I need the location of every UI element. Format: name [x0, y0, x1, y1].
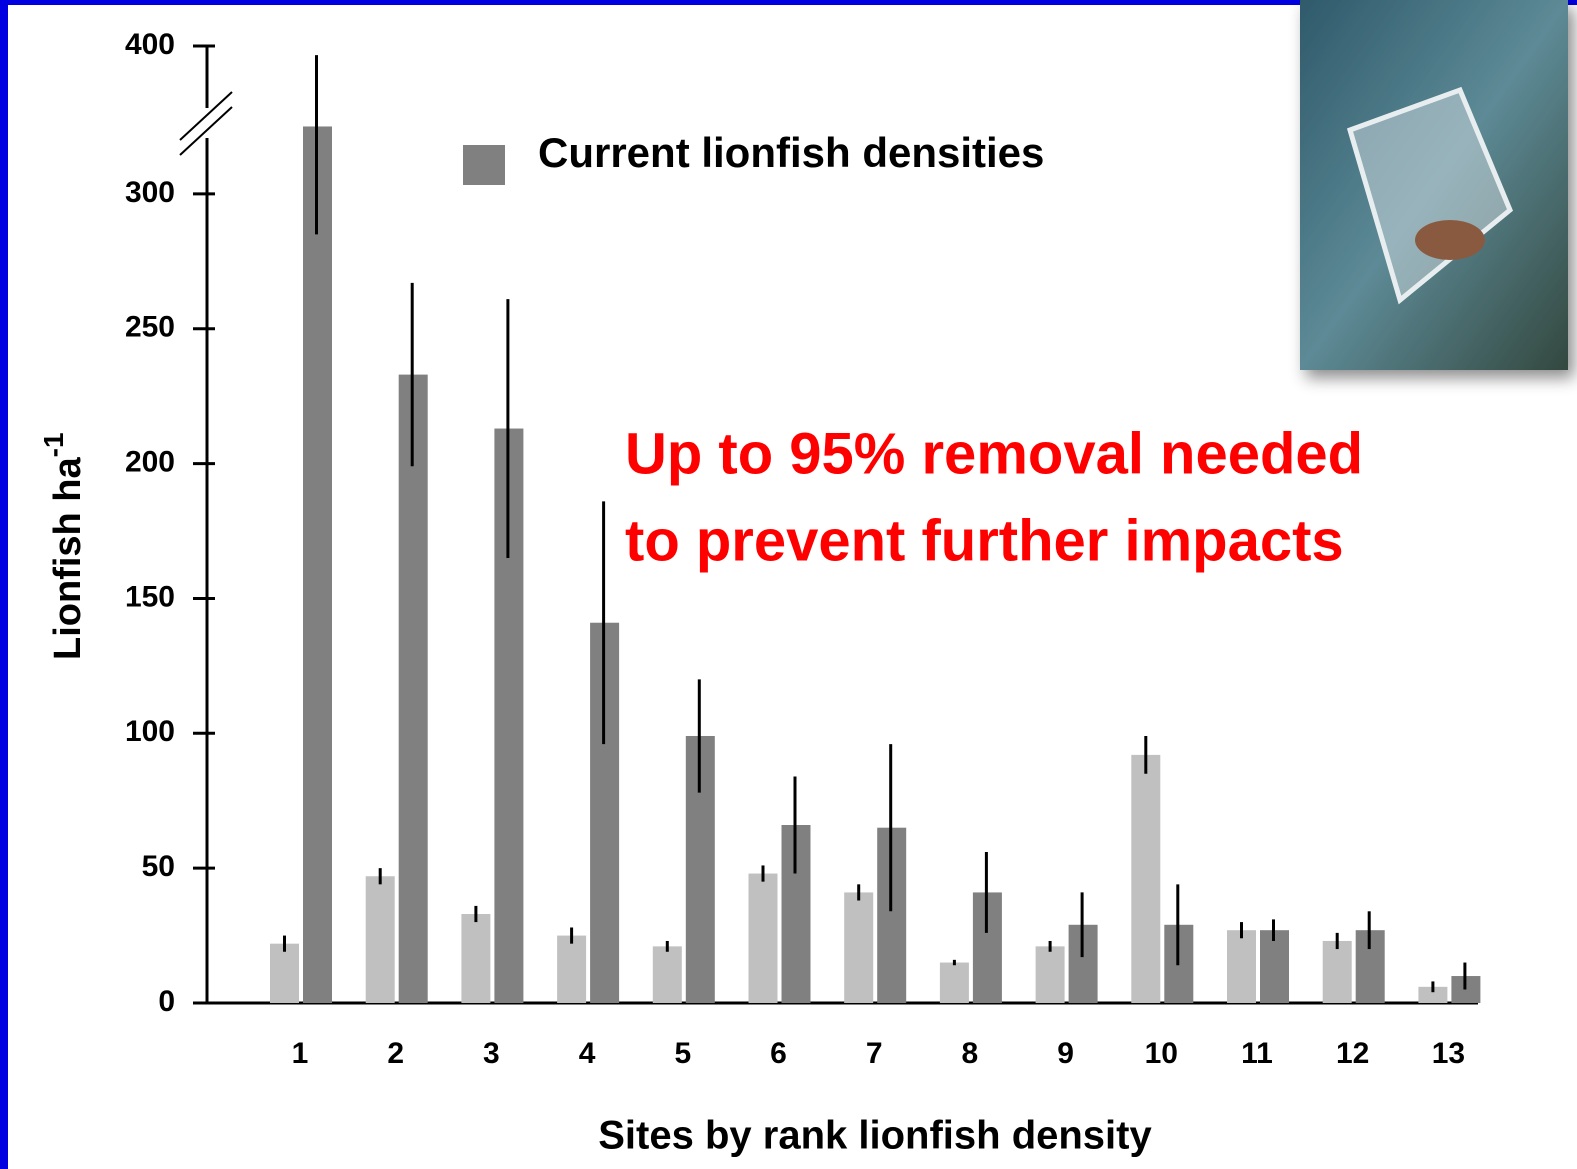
net [1346, 86, 1514, 305]
bar [844, 892, 874, 1003]
bar [270, 943, 299, 1003]
bar [398, 374, 428, 1003]
x-tick-label: 7 [866, 1037, 883, 1070]
frame-top [0, 0, 1577, 5]
y-tick-label: 0 [158, 985, 175, 1018]
bar [1227, 930, 1256, 1003]
x-tick-label: 6 [770, 1037, 787, 1070]
x-tick-label: 9 [1057, 1037, 1074, 1070]
bar [1322, 940, 1352, 1003]
x-tick-label: 2 [387, 1037, 404, 1070]
annotation: to prevent further impacts [625, 508, 1344, 573]
annotation: Up to 95% removal needed [625, 421, 1363, 486]
lionfish [1415, 220, 1485, 260]
x-tick-label: 13 [1432, 1037, 1465, 1070]
axis-break-mark [179, 91, 233, 141]
x-tick-label: 1 [292, 1037, 309, 1070]
bar [1418, 986, 1448, 1003]
x-tick-label: 3 [483, 1037, 500, 1070]
bar [652, 946, 682, 1003]
y-axis-label-sup: -1 [38, 432, 69, 457]
y-tick-label: 100 [125, 715, 175, 748]
x-tick-label: 10 [1145, 1037, 1178, 1070]
y-tick-label: 150 [125, 580, 175, 613]
y-tick-label: 250 [125, 311, 175, 344]
bar [1035, 946, 1065, 1003]
x-tick-label: 11 [1241, 1037, 1273, 1070]
x-tick-label: 12 [1336, 1037, 1369, 1070]
bar [557, 935, 587, 1003]
y-tick-label: 400 [125, 28, 175, 61]
frame-left [0, 0, 8, 1169]
bar [303, 126, 332, 1004]
x-tick-label: 5 [674, 1037, 691, 1070]
bar [1131, 754, 1161, 1003]
x-tick-label: 4 [579, 1037, 596, 1070]
bar [939, 962, 969, 1003]
x-axis-label: Sites by rank lionfish density [598, 1114, 1152, 1158]
axis-break-mark [179, 106, 233, 156]
photo [1300, 0, 1568, 370]
y-tick-label: 300 [125, 176, 175, 209]
legend-label: Current lionfish densities [538, 129, 1044, 176]
y-axis-label: Lionfish ha-1 [38, 432, 89, 660]
x-tick-label: 8 [962, 1037, 979, 1070]
y-tick-label: 200 [125, 446, 175, 479]
bar [1260, 930, 1289, 1003]
legend-swatch [463, 145, 505, 185]
bar [365, 876, 395, 1003]
y-tick-label: 50 [142, 850, 175, 883]
bar [748, 873, 778, 1003]
bar [461, 913, 491, 1003]
y-axis-label-main: Lionfish ha [47, 456, 89, 660]
